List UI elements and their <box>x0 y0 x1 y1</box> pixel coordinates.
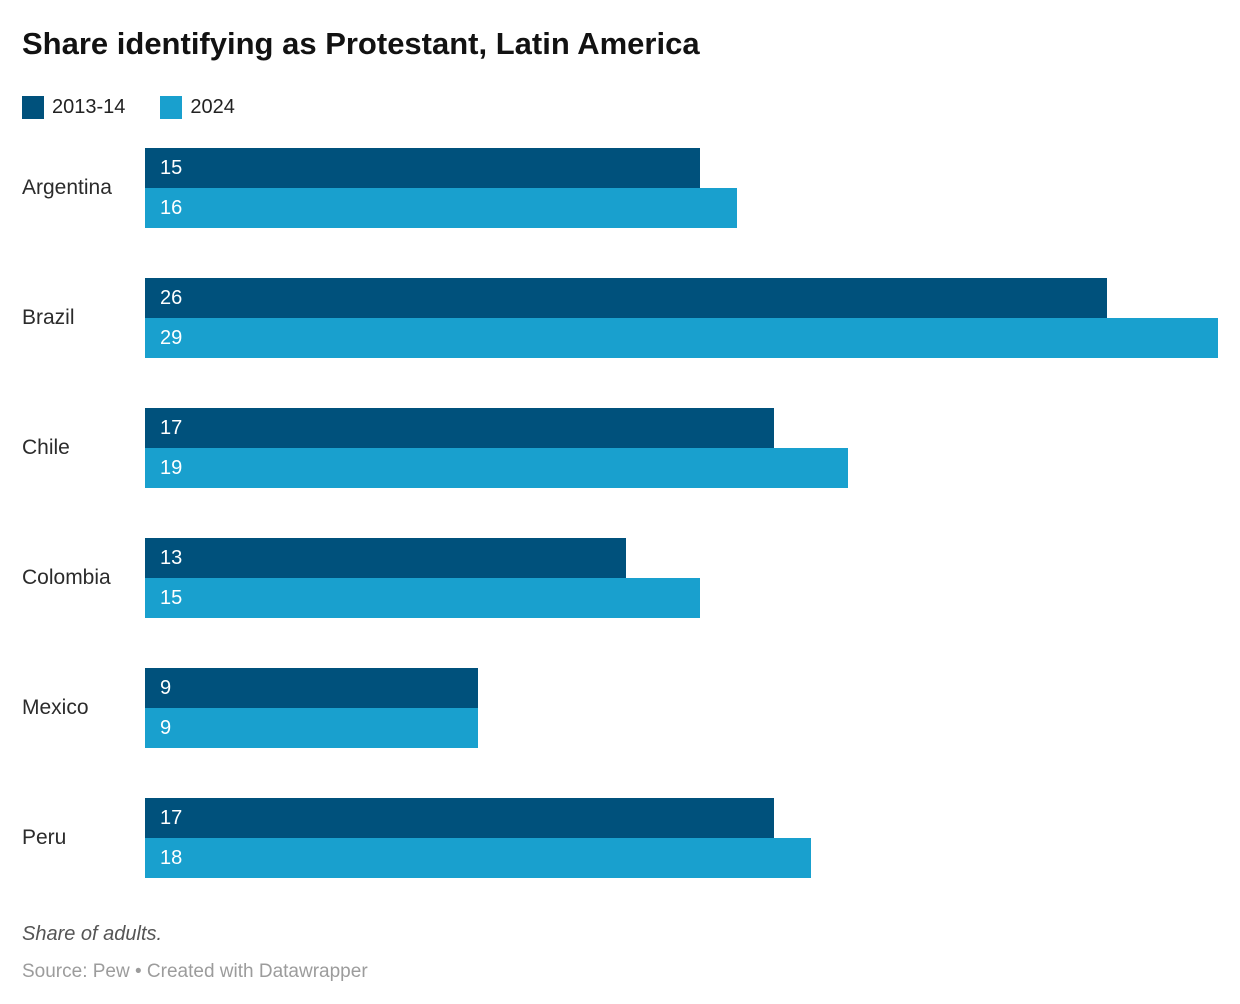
bar-2013-14: 17 <box>145 408 774 448</box>
category-label: Mexico <box>22 696 89 720</box>
value-label: 19 <box>160 456 183 479</box>
bar-group-chile: Chile 17 19 <box>0 408 1240 488</box>
value-label: 9 <box>160 676 172 699</box>
bar-2024: 19 <box>145 448 848 488</box>
bar-2024: 15 <box>145 578 700 618</box>
page-title: Share identifying as Protestant, Latin A… <box>22 26 700 61</box>
bar-2024: 29 <box>145 318 1218 358</box>
bar-chart: Argentina 15 16 Brazil 26 29 Chile 17 19 Colombia… <box>0 148 1240 878</box>
bar-2024: 16 <box>145 188 737 228</box>
legend-label-2024: 2024 <box>190 96 235 118</box>
value-label: 13 <box>160 546 183 569</box>
value-label: 29 <box>160 326 183 349</box>
legend-item-2024: 2024 <box>160 96 235 119</box>
category-label: Peru <box>22 826 67 850</box>
bars: 17 19 <box>145 408 1240 488</box>
bar-2024: 18 <box>145 838 811 878</box>
value-label: 15 <box>160 586 183 609</box>
bar-2024: 9 <box>145 708 478 748</box>
bar-group-colombia: Colombia 13 15 <box>0 538 1240 618</box>
value-label: 17 <box>160 416 183 439</box>
category-label: Colombia <box>22 566 111 590</box>
bar-2013-14: 15 <box>145 148 700 188</box>
bars: 13 15 <box>145 538 1240 618</box>
legend-swatch-2024 <box>160 96 183 119</box>
bar-group-mexico: Mexico 9 9 <box>0 668 1240 748</box>
bars: 15 16 <box>145 148 1240 228</box>
chart-footer: Share of adults. Source: Pew • Created w… <box>22 922 1218 984</box>
value-label: 18 <box>160 846 183 869</box>
bar-group-brazil: Brazil 26 29 <box>0 278 1240 358</box>
value-label: 16 <box>160 196 183 219</box>
category-label: Brazil <box>22 306 75 330</box>
bar-group-argentina: Argentina 15 16 <box>0 148 1240 228</box>
bars: 17 18 <box>145 798 1240 878</box>
bar-group-peru: Peru 17 18 <box>0 798 1240 878</box>
bar-2013-14: 9 <box>145 668 478 708</box>
source-line: Source: Pew • Created with Datawrapper <box>22 961 368 982</box>
bar-2013-14: 17 <box>145 798 774 838</box>
value-label: 15 <box>160 156 183 179</box>
legend-item-2013-14: 2013-14 <box>22 96 125 119</box>
value-label: 9 <box>160 716 172 739</box>
legend-swatch-2013-14 <box>22 96 44 119</box>
value-label: 17 <box>160 806 183 829</box>
bar-2013-14: 13 <box>145 538 626 578</box>
value-label: 26 <box>160 286 183 309</box>
category-label: Argentina <box>22 176 112 200</box>
legend-label-2013-14: 2013-14 <box>52 96 126 118</box>
footnote: Share of adults. <box>22 923 163 945</box>
bar-2013-14: 26 <box>145 278 1107 318</box>
bars: 26 29 <box>145 278 1240 358</box>
category-label: Chile <box>22 436 70 460</box>
legend: 2013-14 2024 <box>22 96 1218 119</box>
